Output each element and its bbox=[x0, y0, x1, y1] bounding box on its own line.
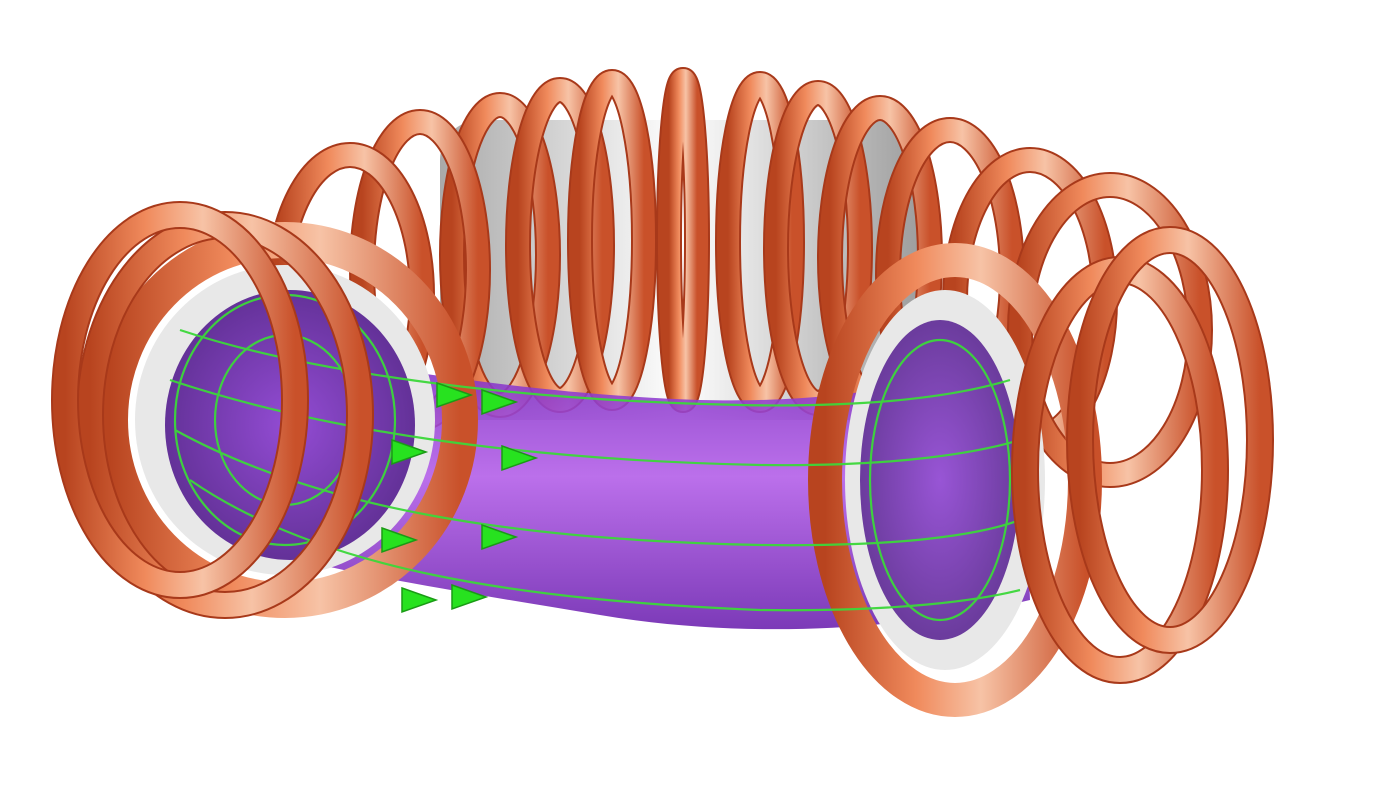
field-arrow bbox=[501, 444, 539, 472]
toroidal-coil-front-face bbox=[1068, 228, 1272, 652]
field-arrow bbox=[481, 523, 519, 551]
field-arrow bbox=[481, 388, 519, 416]
toroidal-coil-front-face bbox=[53, 203, 307, 597]
field-arrow bbox=[401, 586, 439, 614]
field-arrow bbox=[391, 438, 429, 466]
field-arrow bbox=[451, 583, 489, 611]
field-arrow bbox=[436, 381, 474, 409]
field-direction-arrows bbox=[381, 381, 539, 614]
field-arrow bbox=[381, 526, 419, 554]
toroidal-field-coils-front bbox=[51, 201, 1274, 684]
toroidal-coil-back-face bbox=[717, 73, 803, 411]
